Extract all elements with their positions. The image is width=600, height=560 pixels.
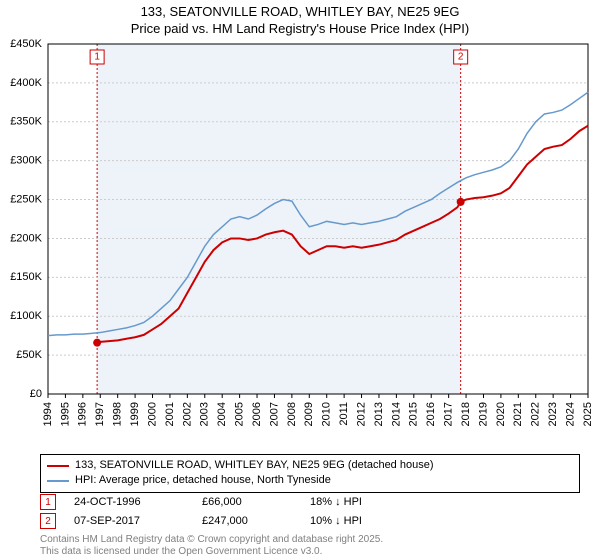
sale-date-2: 07-SEP-2017 bbox=[74, 515, 184, 527]
svg-text:2: 2 bbox=[458, 52, 464, 63]
svg-text:2022: 2022 bbox=[530, 402, 542, 426]
svg-text:£350K: £350K bbox=[10, 116, 42, 128]
sale-delta-1: 18% ↓ HPI bbox=[310, 496, 410, 508]
sale-price-2: £247,000 bbox=[202, 515, 292, 527]
svg-text:2004: 2004 bbox=[216, 402, 228, 426]
svg-text:2021: 2021 bbox=[512, 402, 524, 426]
svg-text:2007: 2007 bbox=[268, 402, 280, 426]
svg-text:£450K: £450K bbox=[10, 38, 42, 50]
svg-text:2009: 2009 bbox=[303, 402, 315, 426]
sales-block: 1 24-OCT-1996 £66,000 18% ↓ HPI 2 07-SEP… bbox=[40, 494, 410, 532]
svg-text:2023: 2023 bbox=[547, 402, 559, 426]
sale-date-1: 24-OCT-1996 bbox=[74, 496, 184, 508]
svg-text:1994: 1994 bbox=[42, 402, 54, 426]
sale-delta-2: 10% ↓ HPI bbox=[310, 515, 410, 527]
sale-price-1: £66,000 bbox=[202, 496, 292, 508]
svg-text:2018: 2018 bbox=[460, 402, 472, 426]
svg-text:£200K: £200K bbox=[10, 232, 42, 244]
sale-marker-2-num: 2 bbox=[45, 516, 51, 527]
svg-text:£50K: £50K bbox=[16, 349, 42, 361]
sale-marker-1-num: 1 bbox=[45, 497, 51, 508]
chart-svg: £0£50K£100K£150K£200K£250K£300K£350K£400… bbox=[48, 44, 588, 424]
sale-marker-1: 1 bbox=[40, 494, 56, 510]
svg-text:2002: 2002 bbox=[181, 402, 193, 426]
legend-label-2: HPI: Average price, detached house, Nort… bbox=[75, 473, 331, 488]
svg-text:£300K: £300K bbox=[10, 155, 42, 167]
svg-text:2020: 2020 bbox=[495, 402, 507, 426]
svg-text:£400K: £400K bbox=[10, 77, 42, 89]
sale-marker-2: 2 bbox=[40, 513, 56, 529]
svg-text:£250K: £250K bbox=[10, 193, 42, 205]
svg-text:2012: 2012 bbox=[355, 402, 367, 426]
svg-text:2011: 2011 bbox=[338, 402, 350, 426]
sale-row-2: 2 07-SEP-2017 £247,000 10% ↓ HPI bbox=[40, 513, 410, 529]
svg-text:2016: 2016 bbox=[425, 402, 437, 426]
svg-text:2005: 2005 bbox=[234, 402, 246, 426]
svg-text:2000: 2000 bbox=[146, 402, 158, 426]
svg-text:2014: 2014 bbox=[390, 402, 402, 426]
svg-text:2006: 2006 bbox=[251, 402, 263, 426]
svg-text:£150K: £150K bbox=[10, 271, 42, 283]
svg-text:1: 1 bbox=[94, 52, 100, 63]
legend-swatch-2 bbox=[47, 480, 69, 482]
chart-area: £0£50K£100K£150K£200K£250K£300K£350K£400… bbox=[48, 44, 588, 424]
attribution-line2: This data is licensed under the Open Gov… bbox=[40, 546, 580, 558]
legend-row-1: 133, SEATONVILLE ROAD, WHITLEY BAY, NE25… bbox=[47, 458, 573, 473]
chart-container: 133, SEATONVILLE ROAD, WHITLEY BAY, NE25… bbox=[0, 0, 600, 560]
svg-text:2013: 2013 bbox=[373, 402, 385, 426]
svg-text:1995: 1995 bbox=[59, 402, 71, 426]
svg-text:2025: 2025 bbox=[582, 402, 594, 426]
svg-text:2010: 2010 bbox=[321, 402, 333, 426]
svg-text:2003: 2003 bbox=[199, 402, 211, 426]
svg-text:£100K: £100K bbox=[10, 310, 42, 322]
legend-box: 133, SEATONVILLE ROAD, WHITLEY BAY, NE25… bbox=[40, 454, 580, 493]
legend-swatch-1 bbox=[47, 465, 69, 467]
svg-text:2024: 2024 bbox=[564, 402, 576, 426]
title-line2: Price paid vs. HM Land Registry's House … bbox=[0, 21, 600, 38]
svg-text:1997: 1997 bbox=[94, 402, 106, 426]
legend-label-1: 133, SEATONVILLE ROAD, WHITLEY BAY, NE25… bbox=[75, 458, 434, 473]
svg-text:2015: 2015 bbox=[408, 402, 420, 426]
sale-row-1: 1 24-OCT-1996 £66,000 18% ↓ HPI bbox=[40, 494, 410, 510]
svg-text:2019: 2019 bbox=[477, 402, 489, 426]
svg-text:1998: 1998 bbox=[112, 402, 124, 426]
svg-text:2001: 2001 bbox=[164, 402, 176, 426]
svg-text:2008: 2008 bbox=[286, 402, 298, 426]
svg-text:£0: £0 bbox=[30, 388, 42, 400]
svg-text:1996: 1996 bbox=[77, 402, 89, 426]
title-block: 133, SEATONVILLE ROAD, WHITLEY BAY, NE25… bbox=[0, 0, 600, 38]
svg-text:1999: 1999 bbox=[129, 402, 141, 426]
title-line1: 133, SEATONVILLE ROAD, WHITLEY BAY, NE25… bbox=[0, 4, 600, 21]
svg-text:2017: 2017 bbox=[443, 402, 455, 426]
attribution-line1: Contains HM Land Registry data © Crown c… bbox=[40, 534, 580, 546]
attribution: Contains HM Land Registry data © Crown c… bbox=[40, 534, 580, 558]
legend-row-2: HPI: Average price, detached house, Nort… bbox=[47, 473, 573, 488]
